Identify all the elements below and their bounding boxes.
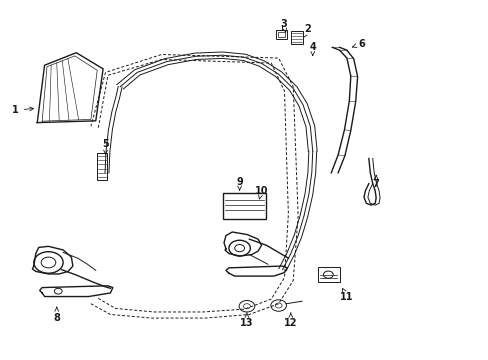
Bar: [97, 153, 107, 180]
Bar: [277, 32, 285, 37]
Text: 1: 1: [12, 105, 34, 115]
Text: 12: 12: [284, 313, 297, 328]
Text: 6: 6: [352, 39, 364, 49]
Text: 8: 8: [53, 307, 60, 323]
Text: 3: 3: [280, 19, 286, 32]
Text: 2: 2: [303, 24, 311, 37]
Bar: [276, 30, 286, 39]
Bar: [290, 31, 303, 44]
Text: 13: 13: [240, 313, 253, 328]
Text: 9: 9: [236, 177, 243, 190]
Text: 10: 10: [254, 186, 268, 199]
Text: 7: 7: [372, 175, 379, 189]
Bar: [222, 193, 266, 220]
Text: 4: 4: [309, 42, 316, 55]
Text: 11: 11: [340, 288, 353, 302]
Bar: [317, 267, 339, 282]
Text: 5: 5: [102, 139, 109, 155]
